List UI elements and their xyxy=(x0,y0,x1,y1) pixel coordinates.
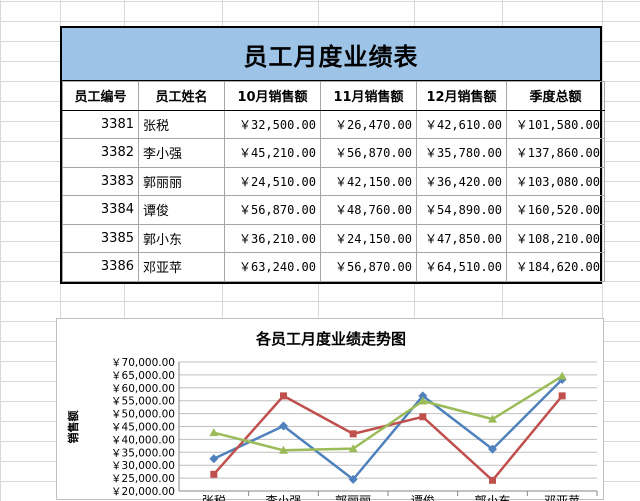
y-tick-label: ￥40,000.00 xyxy=(111,434,175,446)
x-tick-label: 邓亚苹 xyxy=(544,494,580,501)
y-tick-label: ￥25,000.00 xyxy=(111,473,175,485)
table-row: 3384 谭俊 ￥56,870.00 ￥48,760.00 ￥54,890.00… xyxy=(62,195,605,225)
x-tick-label: 郭丽丽 xyxy=(335,494,371,501)
data-point-marker[interactable] xyxy=(419,413,427,421)
data-point-marker[interactable] xyxy=(418,391,428,401)
data-point-marker[interactable] xyxy=(558,392,566,400)
data-point-marker[interactable] xyxy=(209,454,219,464)
x-tick-label: 谭俊 xyxy=(411,493,435,501)
data-point-marker[interactable] xyxy=(348,474,358,484)
quarter-total-cell[interactable]: ￥108,210.00 xyxy=(506,223,605,253)
header-row: 员工编号 员工姓名 10月销售额 11月销售额 12月销售额 季度总额 xyxy=(62,81,605,111)
employee-name-cell[interactable]: 李小强 xyxy=(138,138,225,168)
employee-id-cell[interactable]: 3382 xyxy=(62,138,139,168)
nov-sales-cell[interactable]: ￥42,150.00 xyxy=(320,166,417,196)
quarter-total-cell[interactable]: ￥184,620.00 xyxy=(506,252,605,282)
table-row: 3385 郭小东 ￥36,210.00 ￥24,150.00 ￥47,850.0… xyxy=(62,223,605,253)
header-cell[interactable]: 12月销售额 xyxy=(416,81,507,111)
table-row: 3381 张税 ￥32,500.00 ￥26,470.00 ￥42,610.00… xyxy=(62,109,605,139)
x-tick-label: 李小强 xyxy=(265,493,301,501)
data-point-marker[interactable] xyxy=(488,444,497,454)
employee-id-cell[interactable]: 3384 xyxy=(62,195,139,225)
oct-sales-cell[interactable]: ￥63,240.00 xyxy=(224,252,321,282)
y-tick-label: ￥60,000.00 xyxy=(111,383,175,395)
nov-sales-cell[interactable]: ￥26,470.00 xyxy=(320,109,417,139)
data-point-marker[interactable] xyxy=(488,414,497,423)
employee-name-cell[interactable]: 谭俊 xyxy=(138,195,225,225)
table-title[interactable]: 员工月度业绩表 xyxy=(62,28,600,81)
dec-sales-cell[interactable]: ￥36,420.00 xyxy=(416,166,507,196)
dec-sales-cell[interactable]: ￥47,850.00 xyxy=(416,223,507,253)
oct-sales-cell[interactable]: ￥32,500.00 xyxy=(224,109,321,139)
data-point-marker[interactable] xyxy=(209,428,219,437)
quarter-total-cell[interactable]: ￥103,080.00 xyxy=(506,166,605,196)
employee-name-cell[interactable]: 张税 xyxy=(138,109,225,139)
oct-sales-cell[interactable]: ￥56,870.00 xyxy=(224,195,321,225)
x-tick-label: 张税 xyxy=(202,494,226,501)
x-tick-label: 郭小东 xyxy=(474,494,510,501)
nov-sales-cell[interactable]: ￥56,870.00 xyxy=(320,252,417,282)
quarter-total-cell[interactable]: ￥101,580.00 xyxy=(506,109,605,139)
data-point-marker[interactable] xyxy=(210,470,218,478)
sales-table: 员工编号 员工姓名 10月销售额 11月销售额 12月销售额 季度总额 3381… xyxy=(62,81,605,282)
employee-id-cell[interactable]: 3385 xyxy=(62,223,139,253)
header-cell[interactable]: 季度总额 xyxy=(506,81,605,111)
y-tick-label: ￥45,000.00 xyxy=(111,422,175,434)
y-tick-label: ￥70,000.00 xyxy=(111,357,175,369)
employee-name-cell[interactable]: 郭小东 xyxy=(138,223,225,253)
employee-id-cell[interactable]: 3386 xyxy=(62,252,139,282)
table-row: 3383 郭丽丽 ￥24,510.00 ￥42,150.00 ￥36,420.0… xyxy=(62,166,605,196)
data-point-marker[interactable] xyxy=(279,421,288,431)
oct-sales-cell[interactable]: ￥45,210.00 xyxy=(224,138,321,168)
employee-name-cell[interactable]: 邓亚苹 xyxy=(138,252,225,282)
quarter-total-cell[interactable]: ￥160,520.00 xyxy=(506,195,605,225)
dec-sales-cell[interactable]: ￥64,510.00 xyxy=(416,252,507,282)
header-cell[interactable]: 10月销售额 xyxy=(224,81,321,111)
series-line[interactable] xyxy=(213,378,564,481)
header-cell[interactable]: 11月销售额 xyxy=(320,81,417,111)
chart-canvas: 各员工月度业绩走势图 销售额 ￥20,000.00￥25,000.00￥30,0… xyxy=(66,330,598,501)
nov-sales-cell[interactable]: ￥24,150.00 xyxy=(320,223,417,253)
employee-id-cell[interactable]: 3383 xyxy=(62,166,139,196)
data-point-marker[interactable] xyxy=(280,392,287,400)
y-tick-label: ￥50,000.00 xyxy=(111,409,175,421)
y-tick-label: ￥55,000.00 xyxy=(111,396,175,408)
dec-sales-cell[interactable]: ￥42,610.00 xyxy=(416,109,507,139)
y-axis-label: 销售额 xyxy=(66,411,80,444)
table-row: 3382 李小强 ￥45,210.00 ￥56,870.00 ￥35,780.0… xyxy=(62,138,605,168)
quarter-total-cell[interactable]: ￥137,860.00 xyxy=(506,138,605,168)
dec-sales-cell[interactable]: ￥54,890.00 xyxy=(416,195,507,225)
series-line[interactable] xyxy=(213,375,563,452)
dec-sales-cell[interactable]: ￥35,780.00 xyxy=(416,138,507,168)
chart-title: 各员工月度业绩走势图 xyxy=(255,330,406,348)
performance-table: 员工月度业绩表 员工编号 员工姓名 10月销售额 11月销售额 12月销售额 季… xyxy=(60,26,605,284)
nov-sales-cell[interactable]: ￥56,870.00 xyxy=(320,138,417,168)
data-point-marker[interactable] xyxy=(418,396,428,405)
table-row: 3386 邓亚苹 ￥63,240.00 ￥56,870.00 ￥64,510.0… xyxy=(62,252,605,282)
data-point-marker[interactable] xyxy=(557,371,567,380)
y-tick-label: ￥65,000.00 xyxy=(111,370,175,382)
y-tick-label: ￥20,000.00 xyxy=(111,486,175,498)
oct-sales-cell[interactable]: ￥36,210.00 xyxy=(224,223,321,253)
nov-sales-cell[interactable]: ￥48,760.00 xyxy=(320,195,417,225)
data-point-marker[interactable] xyxy=(489,476,496,484)
header-cell[interactable]: 员工姓名 xyxy=(138,81,225,111)
y-tick-label: ￥35,000.00 xyxy=(111,447,175,459)
y-tick-label: ￥30,000.00 xyxy=(111,460,175,472)
data-point-marker[interactable] xyxy=(279,445,288,454)
oct-sales-cell[interactable]: ￥24,510.00 xyxy=(224,166,321,196)
data-point-marker[interactable] xyxy=(348,444,358,453)
data-point-marker[interactable] xyxy=(349,430,357,438)
line-chart[interactable]: 各员工月度业绩走势图 销售额 ￥20,000.00 ￥25,000.00 ￥30,0… xyxy=(56,318,604,501)
employee-id-cell[interactable]: 3381 xyxy=(62,109,139,139)
header-cell[interactable]: 员工编号 xyxy=(62,81,139,111)
employee-name-cell[interactable]: 郭丽丽 xyxy=(138,166,225,196)
